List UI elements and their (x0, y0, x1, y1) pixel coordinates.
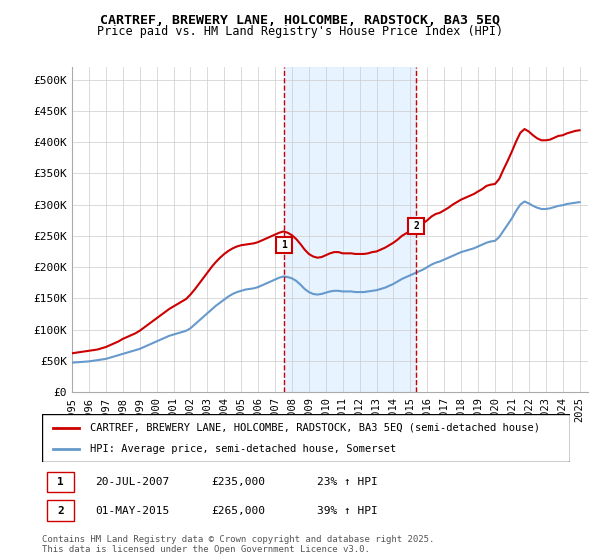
Text: 20-JUL-2007: 20-JUL-2007 (95, 477, 169, 487)
Text: 1: 1 (281, 240, 287, 250)
Text: 1: 1 (57, 477, 64, 487)
Text: CARTREF, BREWERY LANE, HOLCOMBE, RADSTOCK, BA3 5EQ (semi-detached house): CARTREF, BREWERY LANE, HOLCOMBE, RADSTOC… (89, 423, 539, 433)
Bar (284, 67, 416, 392)
Text: Contains HM Land Registry data © Crown copyright and database right 2025.
This d: Contains HM Land Registry data © Crown c… (42, 535, 434, 554)
Text: CARTREF, BREWERY LANE, HOLCOMBE, RADSTOCK, BA3 5EQ: CARTREF, BREWERY LANE, HOLCOMBE, RADSTOC… (100, 14, 500, 27)
Text: £235,000: £235,000 (211, 477, 265, 487)
Text: 23% ↑ HPI: 23% ↑ HPI (317, 477, 377, 487)
Text: 39% ↑ HPI: 39% ↑ HPI (317, 506, 377, 516)
FancyBboxPatch shape (47, 472, 74, 492)
Text: 2: 2 (57, 506, 64, 516)
Text: £265,000: £265,000 (211, 506, 265, 516)
Text: 01-MAY-2015: 01-MAY-2015 (95, 506, 169, 516)
FancyBboxPatch shape (47, 500, 74, 521)
FancyBboxPatch shape (42, 414, 570, 462)
Text: Price paid vs. HM Land Registry's House Price Index (HPI): Price paid vs. HM Land Registry's House … (97, 25, 503, 38)
Text: 2: 2 (413, 221, 419, 231)
Text: HPI: Average price, semi-detached house, Somerset: HPI: Average price, semi-detached house,… (89, 444, 396, 454)
